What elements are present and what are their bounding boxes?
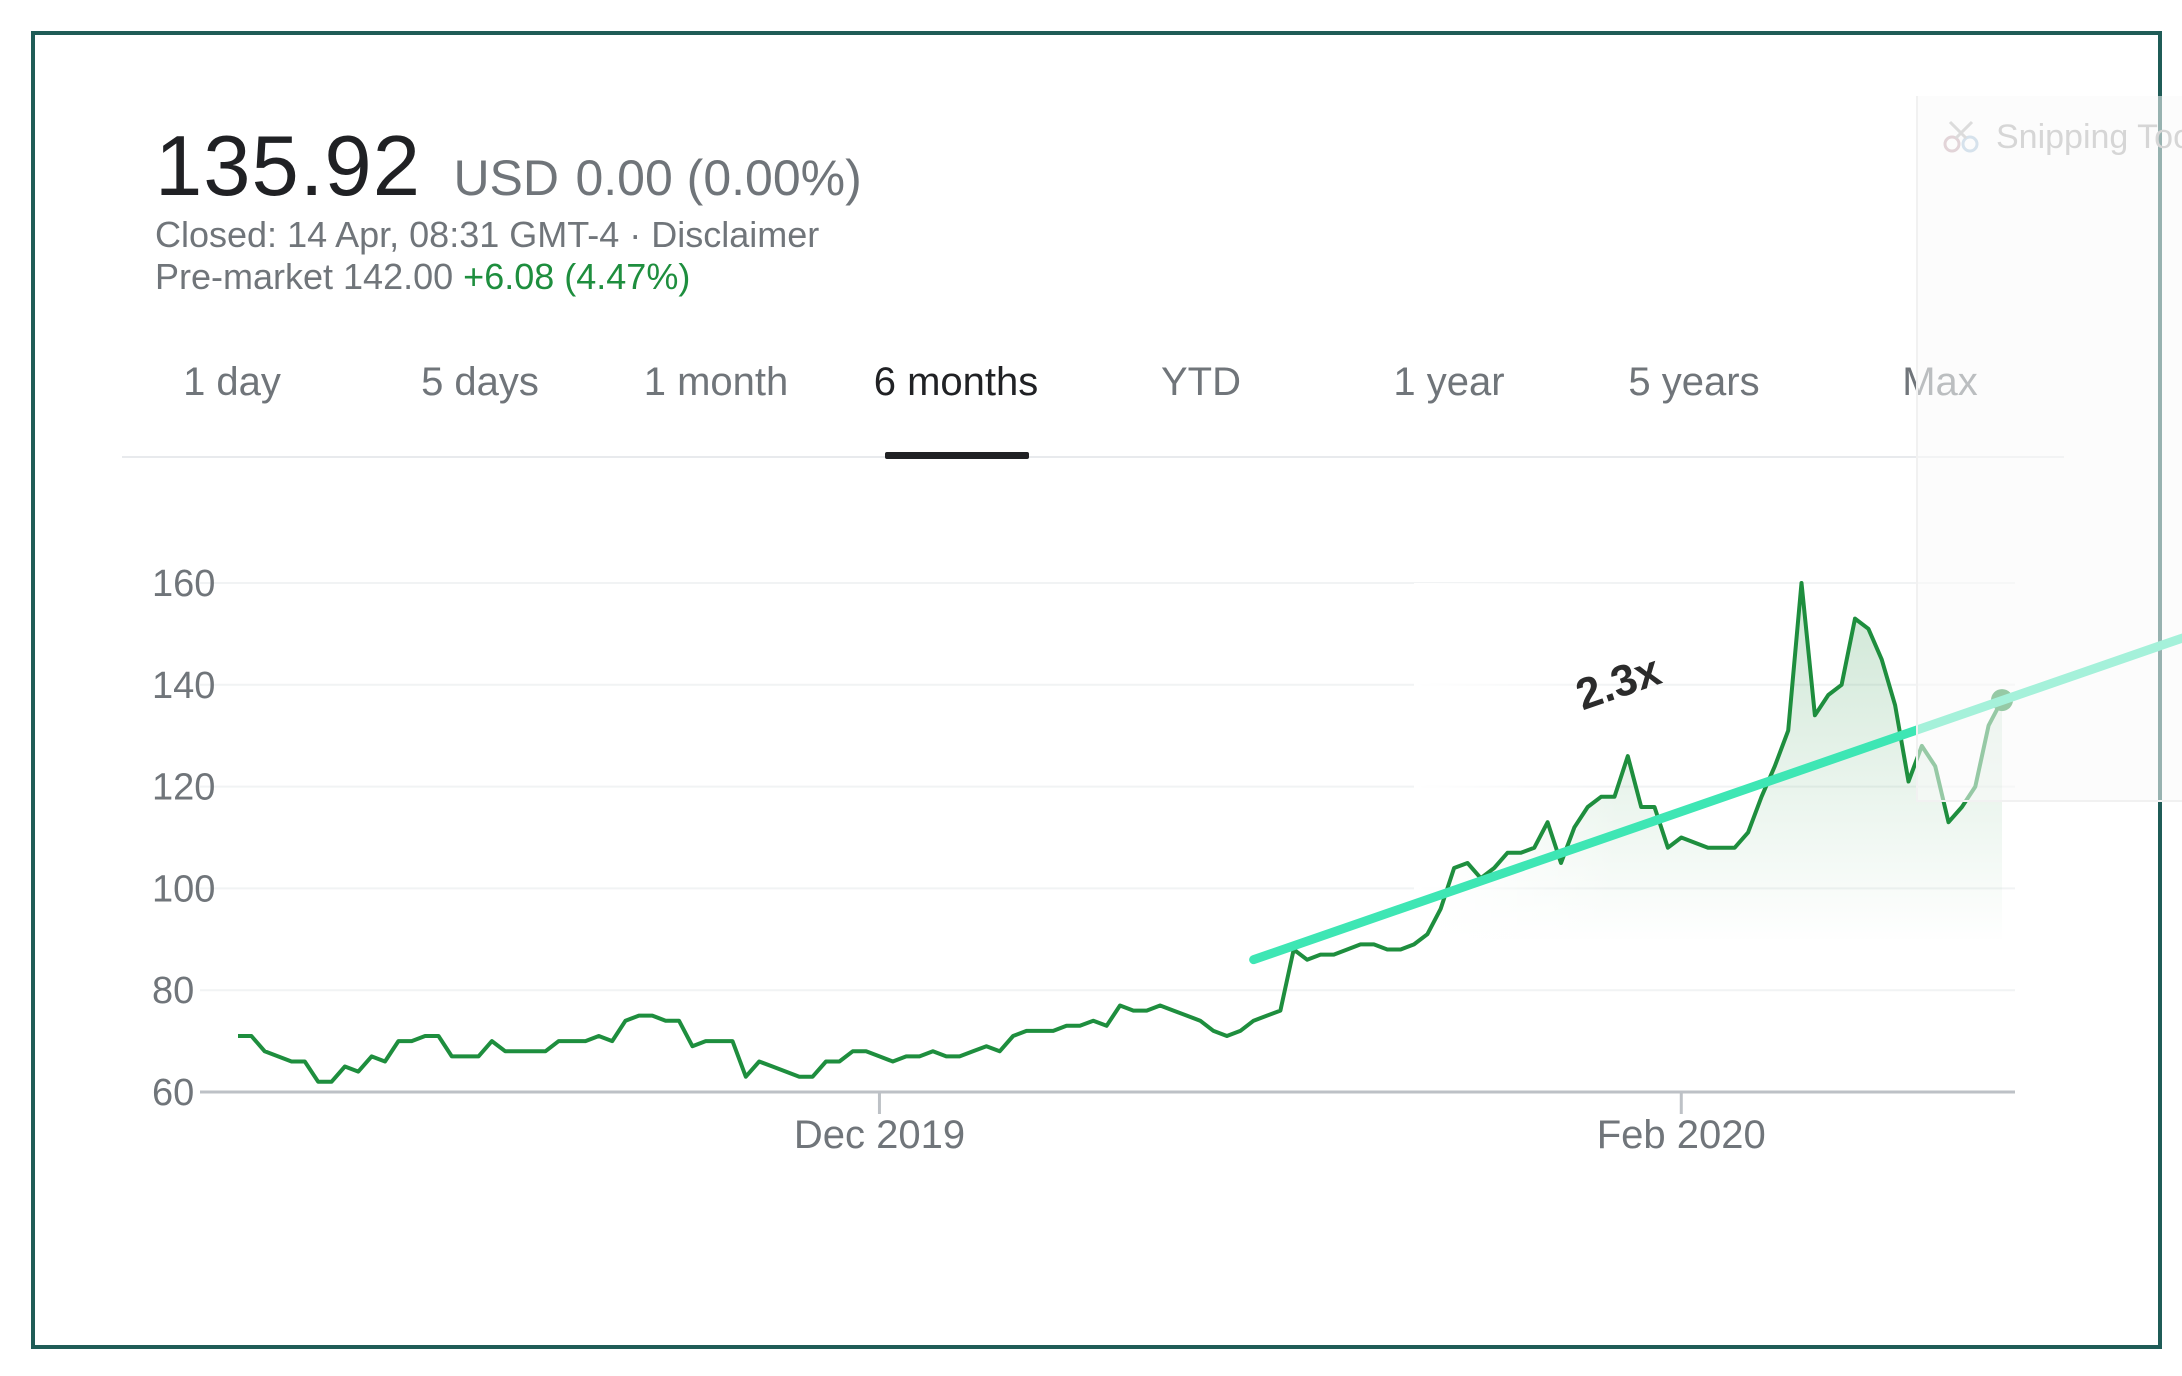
currency-label: USD — [453, 150, 560, 206]
y-tick-label: 100 — [152, 868, 215, 910]
price-change: 0.00 (0.00%) — [575, 150, 862, 206]
y-axis-labels: 60 80 100 120 140 160 — [152, 563, 215, 1114]
tab-ytd[interactable]: YTD — [1161, 360, 1241, 404]
tab-1-day[interactable]: 1 day — [183, 360, 281, 404]
active-tab-indicator — [885, 452, 1029, 459]
tab-6-months[interactable]: 6 months — [873, 360, 1039, 404]
premarket-info: Pre-market 142.00 +6.08 (4.47%) — [155, 256, 690, 298]
y-tick-label: 160 — [152, 563, 215, 605]
recent-area-fill — [1414, 583, 2002, 945]
tab-5-days[interactable]: 5 days — [421, 360, 539, 404]
current-price: 135.92 — [155, 119, 421, 214]
snipping-tool-label: Snipping Too — [1996, 118, 2182, 156]
scissors-icon — [1943, 120, 1979, 153]
y-tick-label: 140 — [152, 665, 215, 707]
y-tick-label: 120 — [152, 767, 215, 809]
x-tick-label: Dec 2019 — [794, 1113, 965, 1157]
premarket-change: +6.08 (4.47%) — [463, 256, 691, 297]
premarket-price: Pre-market 142.00 — [155, 256, 454, 297]
tab-1-year[interactable]: 1 year — [1393, 360, 1505, 404]
tab-5-years[interactable]: 5 years — [1628, 360, 1760, 404]
tab-divider — [122, 456, 2064, 458]
x-tick-label: Feb 2020 — [1597, 1113, 1766, 1157]
area-fade — [1414, 583, 2002, 940]
y-tick-label: 60 — [152, 1072, 194, 1114]
y-tick-label: 80 — [152, 970, 194, 1012]
tab-1-month[interactable]: 1 month — [643, 360, 789, 404]
series-line — [238, 581, 2004, 1084]
closed-info: Closed: 14 Apr, 08:31 GMT-4 · Disclaimer — [155, 214, 820, 255]
snipping-tool-overlay: Snipping Too — [1916, 96, 2182, 802]
quote-header: 135.92 USD 0.00 (0.00%) — [155, 118, 862, 216]
